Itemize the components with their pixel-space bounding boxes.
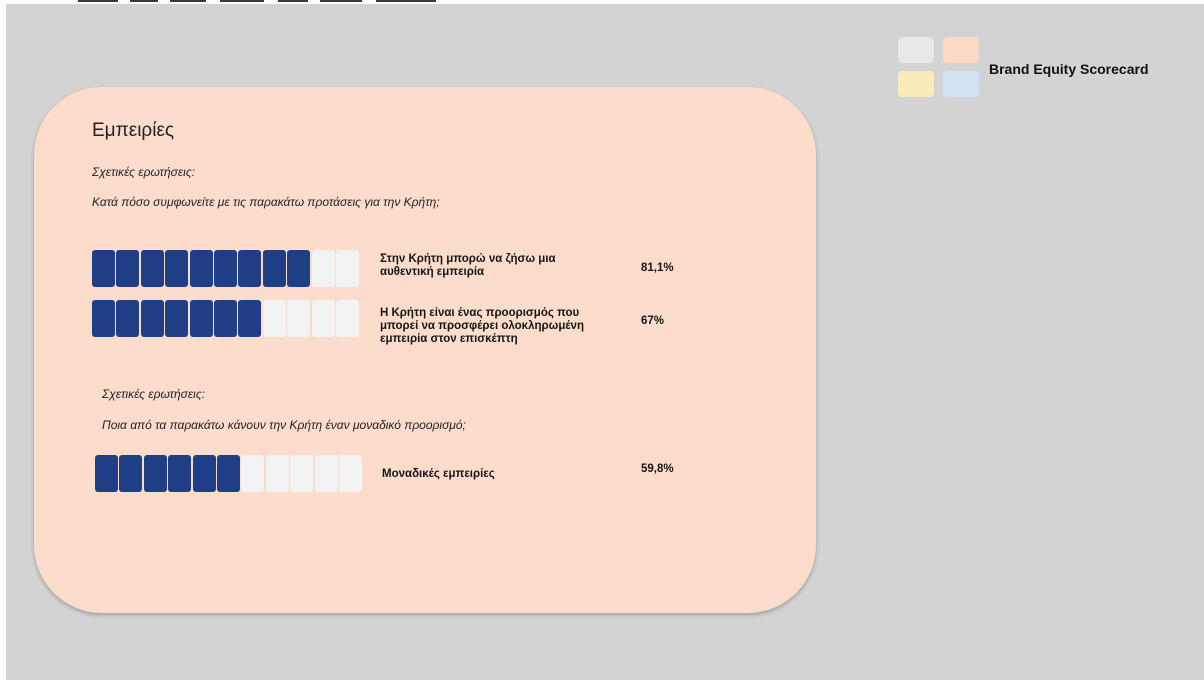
- top-strip-dash: [320, 0, 362, 2]
- bar-segment-filled: [165, 300, 189, 337]
- legend-square: [898, 71, 934, 97]
- bar-segment-filled: [214, 300, 237, 337]
- top-strip-dash: [376, 0, 436, 2]
- bar-segment-filled: [92, 300, 115, 337]
- bar-segment-empty: [262, 300, 286, 337]
- bar-segment-filled: [192, 455, 216, 492]
- score-bar: [95, 455, 362, 492]
- bar-segment-filled: [116, 250, 140, 287]
- brand-header: Brand Equity Scorecard: [898, 37, 1198, 101]
- bar-segment-empty: [265, 455, 289, 492]
- bar-segment-empty: [290, 455, 314, 492]
- bar-segment-empty: [336, 250, 359, 287]
- related-questions-label: Σχετικές ερωτήσεις:: [102, 387, 206, 401]
- bar-segment-filled: [95, 455, 118, 492]
- bar-segment-empty: [241, 455, 265, 492]
- bar-segment-filled: [238, 250, 262, 287]
- question-text: Ποια από τα παρακάτω κάνουν την Κρήτη έν…: [102, 418, 466, 432]
- bar-segment-empty: [336, 300, 359, 337]
- bar-segment-filled: [214, 250, 237, 287]
- legend-square: [943, 37, 979, 63]
- experiences-card: Εμπειρίες Σχετικές ερωτήσεις: Κατά πόσο …: [34, 87, 816, 613]
- bar-segment-filled: [189, 300, 213, 337]
- bar-segment-filled: [262, 250, 286, 287]
- bar-segment-filled: [92, 250, 115, 287]
- bar-segment-empty: [287, 300, 311, 337]
- bar-segment-filled: [238, 300, 262, 337]
- top-strip-dash: [220, 0, 264, 2]
- percentage-value: 67%: [641, 315, 665, 327]
- top-strip-dash: [130, 0, 158, 2]
- question-text: Κατά πόσο συμφωνείτε με τις παρακάτω προ…: [92, 195, 440, 209]
- top-strip-dash: [278, 0, 308, 2]
- bar-segment-filled: [189, 250, 213, 287]
- related-questions-label: Σχετικές ερωτήσεις:: [92, 165, 196, 179]
- legend-square: [943, 71, 979, 97]
- bar-segment-filled: [165, 250, 189, 287]
- bar-segment-empty: [311, 250, 335, 287]
- statement-text: Στην Κρήτη μπορώ να ζήσω μια αυθεντική ε…: [380, 253, 556, 278]
- bar-segment-filled: [140, 250, 164, 287]
- card-heading: Εμπειρίες: [92, 120, 175, 141]
- score-bar: [92, 300, 359, 337]
- bar-segment-filled: [168, 455, 192, 492]
- bar-segment-filled: [287, 250, 311, 287]
- bar-segment-empty: [314, 455, 338, 492]
- percentage-value: 59,8%: [641, 463, 674, 475]
- percentage-value: 81,1%: [641, 262, 674, 274]
- bar-segment-filled: [140, 300, 164, 337]
- statement-text: Μοναδικές εμπειρίες: [382, 468, 495, 480]
- top-strip-dash: [170, 0, 206, 2]
- bar-segment-empty: [311, 300, 335, 337]
- legend-square: [898, 37, 934, 63]
- scorecard-title: Brand Equity Scorecard: [989, 61, 1149, 77]
- top-strip: [0, 0, 1204, 4]
- bar-segment-filled: [217, 455, 240, 492]
- score-bar: [92, 250, 359, 287]
- bar-segment-filled: [143, 455, 167, 492]
- bar-segment-filled: [116, 300, 140, 337]
- bar-segment-empty: [339, 455, 362, 492]
- top-strip-dash: [78, 0, 118, 2]
- statement-text: Η Κρήτη είναι ένας προορισμός που μπορεί…: [380, 307, 584, 345]
- bar-segment-filled: [119, 455, 143, 492]
